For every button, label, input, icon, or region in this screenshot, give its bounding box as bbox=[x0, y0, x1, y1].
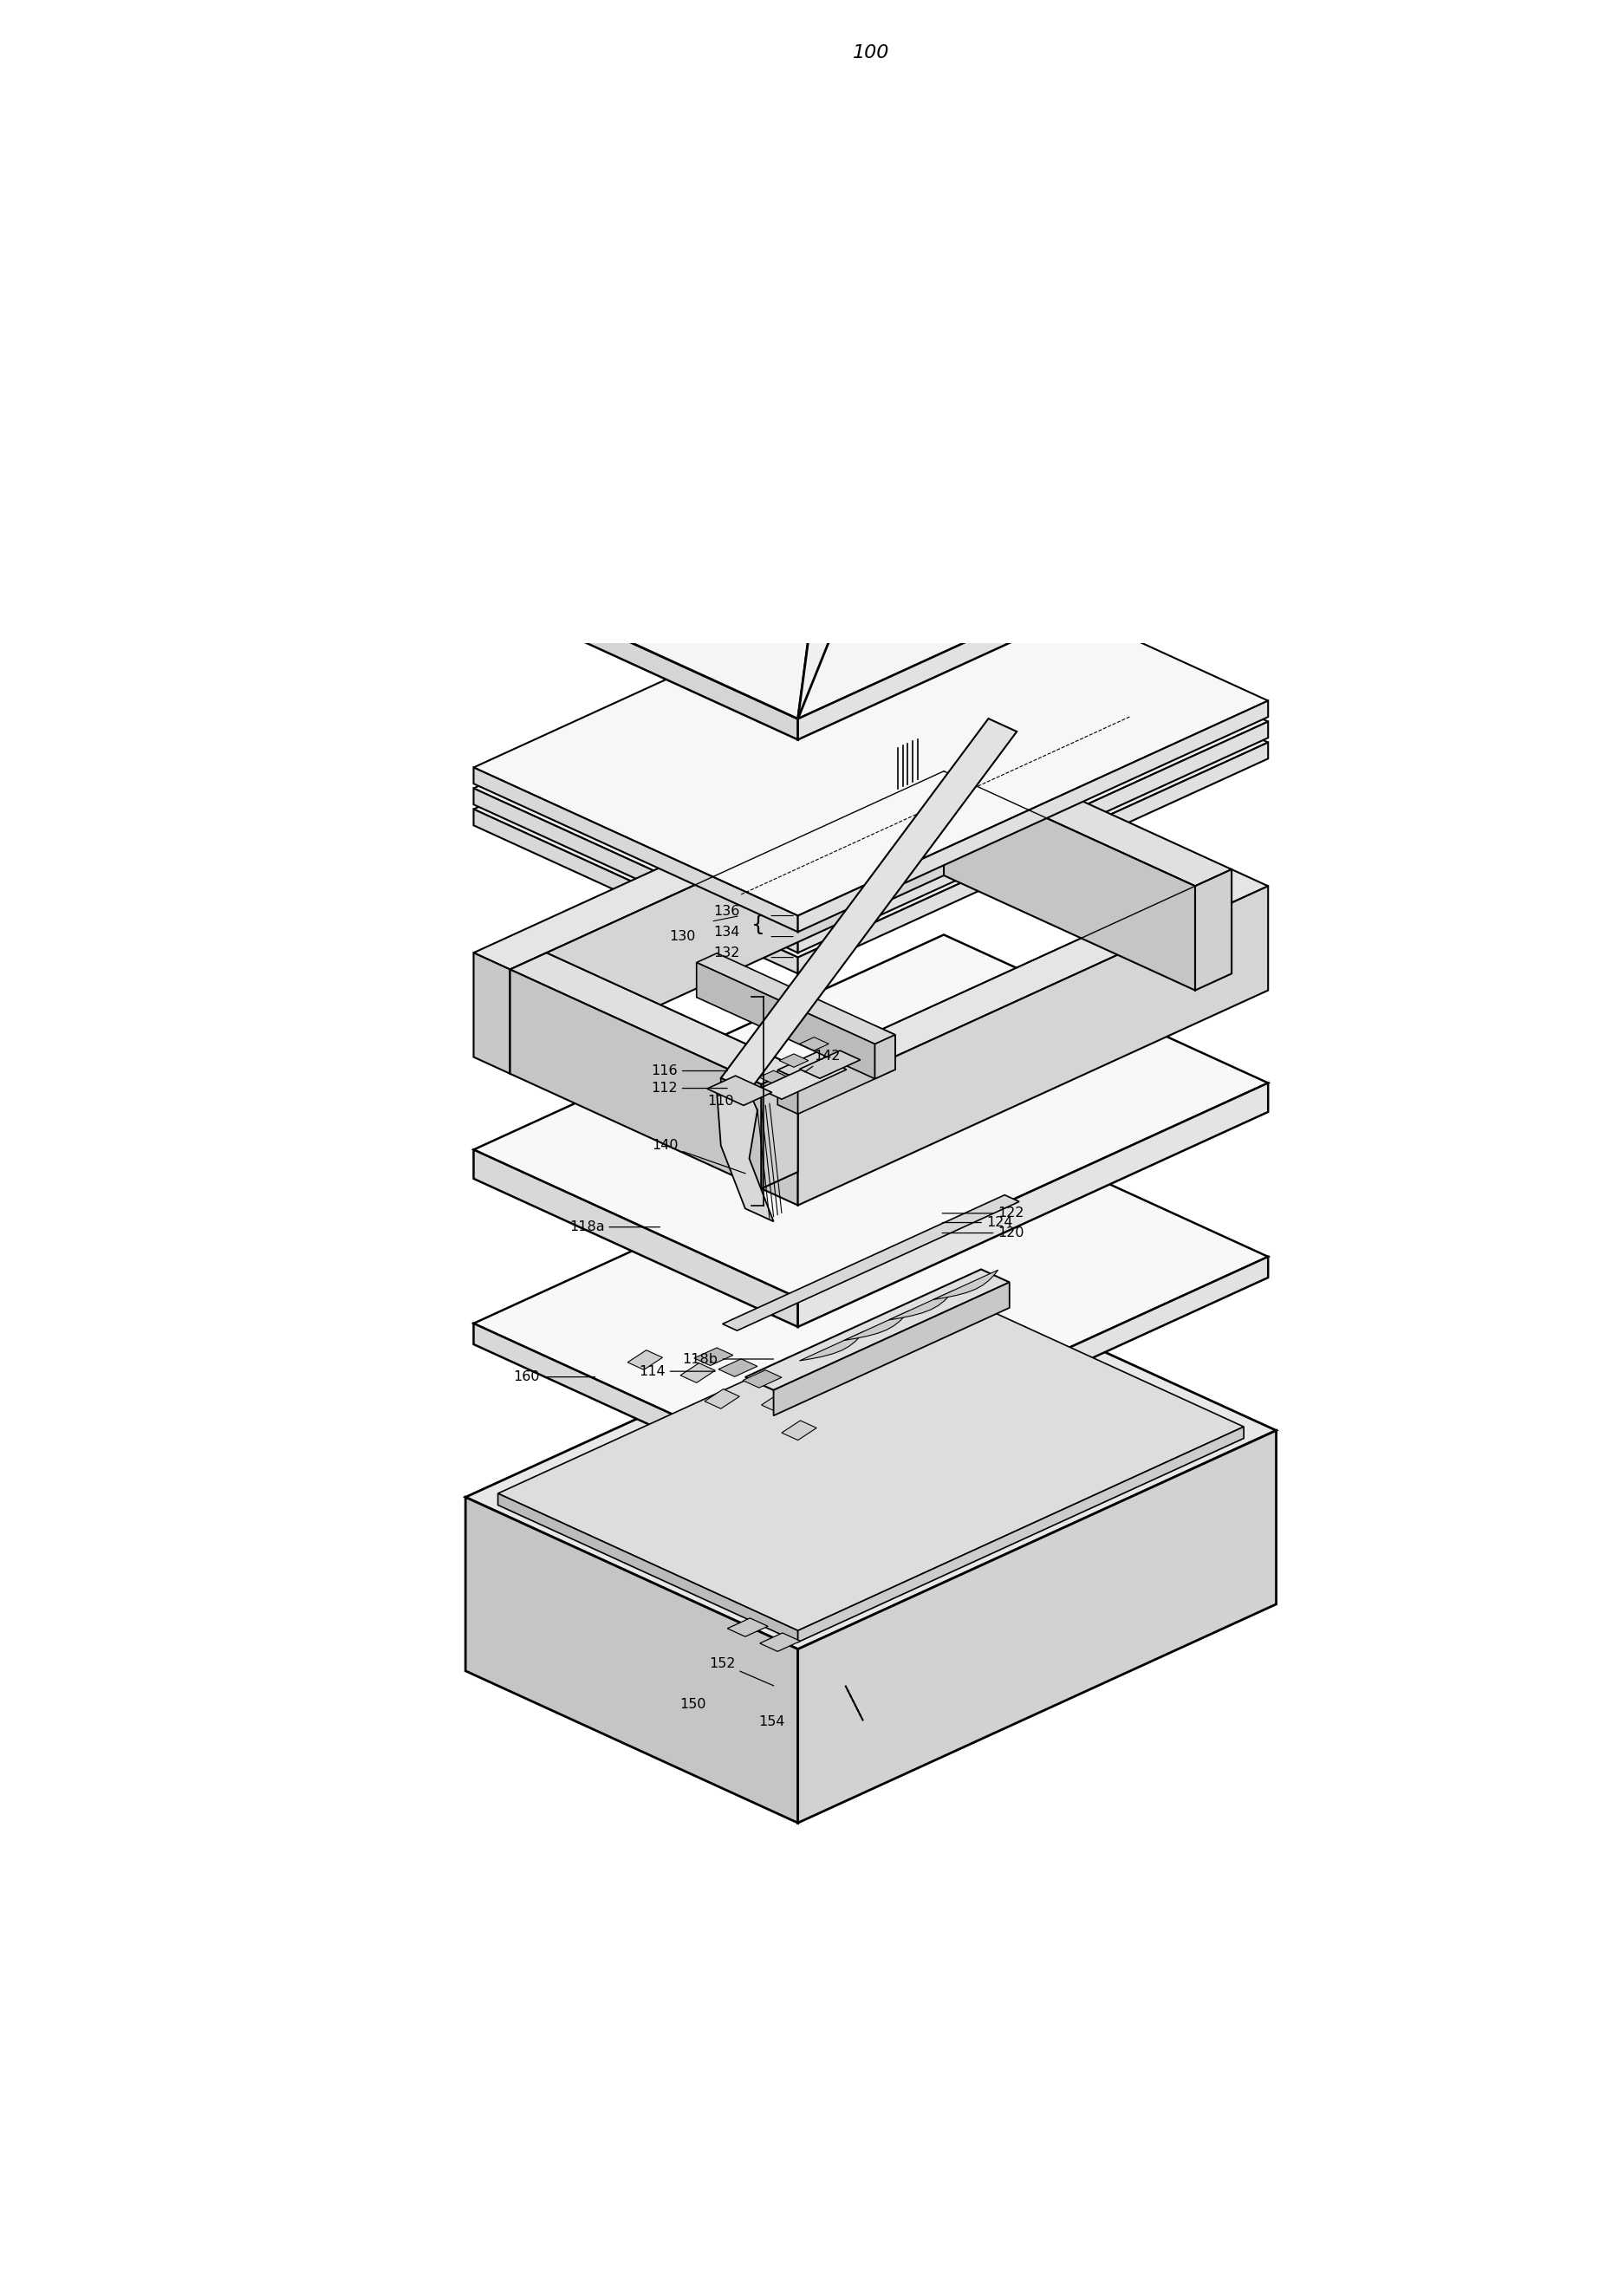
Polygon shape bbox=[696, 962, 875, 1079]
Text: 152: 152 bbox=[709, 1658, 774, 1685]
Polygon shape bbox=[798, 1035, 895, 1114]
Text: 136: 136 bbox=[714, 905, 740, 918]
Polygon shape bbox=[759, 1070, 788, 1084]
Text: {: { bbox=[751, 914, 766, 934]
Polygon shape bbox=[759, 1058, 846, 1100]
Polygon shape bbox=[704, 1389, 740, 1410]
Polygon shape bbox=[761, 1084, 798, 1205]
Polygon shape bbox=[800, 1038, 829, 1052]
Text: 100: 100 bbox=[853, 44, 890, 62]
Text: 142: 142 bbox=[804, 1049, 841, 1072]
Text: 118a: 118a bbox=[569, 1221, 659, 1233]
Polygon shape bbox=[943, 755, 1232, 886]
Text: 160: 160 bbox=[513, 1371, 595, 1384]
Text: 118b: 118b bbox=[682, 1352, 774, 1366]
Polygon shape bbox=[777, 1026, 895, 1079]
Polygon shape bbox=[779, 1054, 809, 1068]
Text: 116: 116 bbox=[651, 1065, 727, 1077]
Polygon shape bbox=[1194, 870, 1232, 990]
Polygon shape bbox=[798, 721, 1269, 953]
Polygon shape bbox=[888, 1290, 954, 1320]
Polygon shape bbox=[474, 168, 870, 719]
Polygon shape bbox=[474, 574, 1269, 937]
Text: 124: 124 bbox=[943, 1217, 1012, 1228]
Text: 120: 120 bbox=[943, 1226, 1024, 1240]
Polygon shape bbox=[498, 1492, 798, 1642]
Text: 140: 140 bbox=[651, 1139, 745, 1173]
Text: 150: 150 bbox=[680, 1697, 706, 1711]
Polygon shape bbox=[474, 808, 798, 974]
Polygon shape bbox=[745, 1270, 1009, 1389]
Polygon shape bbox=[800, 1052, 861, 1079]
Polygon shape bbox=[798, 886, 1269, 1205]
Polygon shape bbox=[798, 700, 1269, 932]
Polygon shape bbox=[870, 168, 1269, 503]
Text: 134: 134 bbox=[714, 925, 740, 939]
Polygon shape bbox=[727, 1619, 767, 1637]
Polygon shape bbox=[761, 1068, 798, 1189]
Text: 132: 132 bbox=[714, 946, 740, 960]
Polygon shape bbox=[798, 1084, 1269, 1327]
Polygon shape bbox=[943, 771, 1194, 990]
Text: 130: 130 bbox=[669, 930, 696, 944]
Polygon shape bbox=[474, 553, 1269, 916]
Polygon shape bbox=[466, 1279, 1277, 1649]
Polygon shape bbox=[717, 1093, 774, 1221]
Polygon shape bbox=[798, 168, 943, 719]
Polygon shape bbox=[509, 969, 761, 1189]
Polygon shape bbox=[761, 1394, 796, 1412]
Text: 110: 110 bbox=[708, 1095, 733, 1107]
Polygon shape bbox=[498, 1290, 1244, 1630]
Polygon shape bbox=[680, 1364, 716, 1382]
Polygon shape bbox=[719, 1359, 758, 1378]
Polygon shape bbox=[474, 569, 798, 739]
Text: 114: 114 bbox=[638, 1364, 716, 1378]
Polygon shape bbox=[743, 1371, 782, 1387]
Polygon shape bbox=[798, 1256, 1269, 1492]
Text: 112: 112 bbox=[651, 1081, 727, 1095]
Polygon shape bbox=[774, 1281, 1009, 1417]
Polygon shape bbox=[798, 1430, 1277, 1823]
Polygon shape bbox=[474, 953, 509, 1075]
Polygon shape bbox=[466, 1497, 798, 1823]
Polygon shape bbox=[798, 742, 1269, 974]
Polygon shape bbox=[798, 1426, 1244, 1642]
Polygon shape bbox=[782, 1421, 817, 1440]
Polygon shape bbox=[721, 719, 1017, 1091]
Polygon shape bbox=[721, 1079, 750, 1109]
Polygon shape bbox=[696, 953, 895, 1045]
Polygon shape bbox=[474, 1150, 798, 1327]
Polygon shape bbox=[722, 1194, 1019, 1332]
Polygon shape bbox=[474, 934, 1269, 1297]
Polygon shape bbox=[761, 870, 1269, 1102]
Polygon shape bbox=[777, 1070, 798, 1114]
Polygon shape bbox=[474, 788, 798, 953]
Polygon shape bbox=[509, 755, 980, 1075]
Polygon shape bbox=[759, 1632, 800, 1651]
Polygon shape bbox=[509, 953, 798, 1084]
Polygon shape bbox=[474, 356, 1269, 719]
Polygon shape bbox=[474, 1109, 1269, 1472]
Polygon shape bbox=[933, 1270, 998, 1300]
Polygon shape bbox=[695, 1348, 733, 1366]
Polygon shape bbox=[800, 1332, 864, 1362]
Polygon shape bbox=[627, 1350, 663, 1371]
Polygon shape bbox=[474, 737, 980, 969]
Polygon shape bbox=[708, 1077, 772, 1104]
Text: 154: 154 bbox=[759, 1715, 785, 1729]
Polygon shape bbox=[798, 503, 1269, 739]
Polygon shape bbox=[474, 1322, 798, 1492]
Polygon shape bbox=[845, 1311, 909, 1341]
Polygon shape bbox=[474, 767, 798, 932]
Text: 122: 122 bbox=[943, 1208, 1024, 1219]
Polygon shape bbox=[875, 1035, 895, 1079]
Polygon shape bbox=[474, 595, 1269, 957]
